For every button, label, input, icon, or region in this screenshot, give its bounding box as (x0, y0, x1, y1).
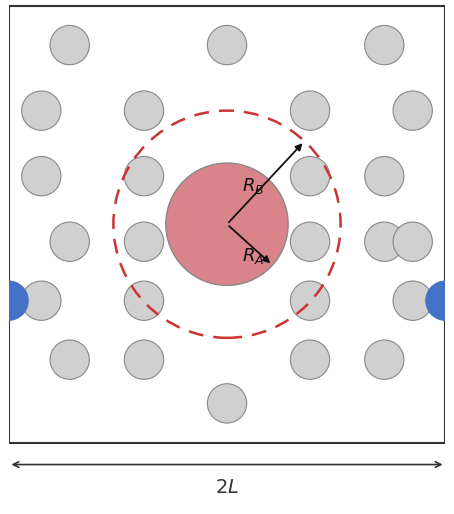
Circle shape (393, 222, 432, 262)
Circle shape (22, 91, 61, 130)
Circle shape (124, 222, 163, 262)
FancyBboxPatch shape (9, 6, 445, 443)
Circle shape (393, 91, 432, 130)
Circle shape (124, 340, 163, 379)
Circle shape (50, 340, 89, 379)
Circle shape (291, 156, 330, 196)
Circle shape (291, 340, 330, 379)
Circle shape (50, 222, 89, 262)
Circle shape (50, 25, 89, 65)
Circle shape (22, 156, 61, 196)
Circle shape (124, 156, 163, 196)
Circle shape (207, 384, 247, 423)
Circle shape (393, 281, 432, 320)
Circle shape (365, 156, 404, 196)
Circle shape (291, 281, 330, 320)
Circle shape (207, 25, 247, 65)
Text: $R_A$: $R_A$ (242, 246, 265, 266)
Circle shape (291, 222, 330, 262)
Circle shape (426, 281, 454, 320)
Text: $R_B$: $R_B$ (242, 176, 265, 196)
Circle shape (365, 222, 404, 262)
Circle shape (166, 163, 288, 285)
Circle shape (365, 340, 404, 379)
Circle shape (365, 25, 404, 65)
Circle shape (22, 281, 61, 320)
Circle shape (124, 91, 163, 130)
Circle shape (0, 281, 28, 320)
Circle shape (124, 281, 163, 320)
Text: $2L$: $2L$ (215, 478, 239, 497)
Circle shape (291, 91, 330, 130)
